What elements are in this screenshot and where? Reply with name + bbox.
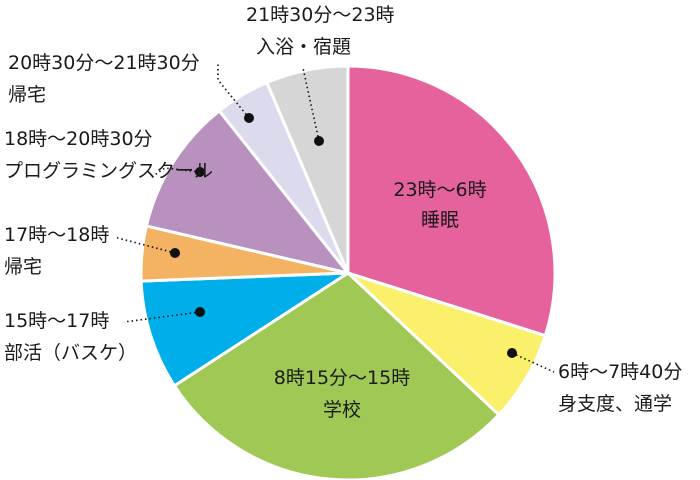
label-time-sleep: 23時〜6時: [393, 179, 486, 201]
label-time-prep: 6時〜7時40分: [558, 361, 682, 383]
label-time-home2: 20時30分〜21時30分: [8, 52, 200, 74]
label-activity-home1: 帰宅: [4, 256, 42, 278]
label-time-programming: 18時〜20時30分: [4, 128, 153, 150]
leader-bath: [302, 67, 320, 142]
label-activity-prep: 身支度、通学: [558, 393, 672, 415]
label-activity-school: 学校: [323, 399, 361, 421]
label-time-school: 8時15分〜15時: [274, 367, 410, 389]
leader-home1: [113, 236, 176, 254]
slice-programming: [144, 109, 350, 275]
label-activity-programming: プログラミングスクール: [4, 160, 213, 182]
label-time-bath: 21時30分〜23時: [246, 4, 395, 26]
label-activity-bath: 入浴・宿題: [256, 36, 351, 58]
label-activity-sleep: 睡眠: [421, 209, 459, 231]
slice-labels: 23時〜6時 睡眠 6時〜7時40分 身支度、通学 8時15分〜15時 学校 1…: [4, 4, 682, 421]
leader-programming-dot: [195, 167, 205, 177]
leader-home2: [217, 64, 250, 119]
label-activity-club: 部活（バスケ）: [4, 342, 137, 364]
leader-lines: [113, 64, 555, 373]
slice-sleep: [346, 64, 557, 338]
leader-home1-dot: [170, 248, 180, 258]
leader-prep-dot: [507, 348, 517, 358]
label-time-home1: 17時〜18時: [4, 224, 109, 246]
leader-club: [123, 311, 201, 323]
leader-club-dot: [195, 307, 205, 317]
leader-prep: [511, 352, 555, 373]
leader-bath-dot: [314, 136, 324, 146]
slice-bath: [265, 64, 350, 275]
leader-home2-dot: [244, 113, 254, 123]
slice-school: [172, 271, 501, 480]
pie-slices: [139, 64, 557, 480]
slice-club: [139, 271, 350, 388]
label-time-club: 15時〜17時: [4, 310, 109, 332]
label-activity-home2: 帰宅: [8, 84, 46, 106]
